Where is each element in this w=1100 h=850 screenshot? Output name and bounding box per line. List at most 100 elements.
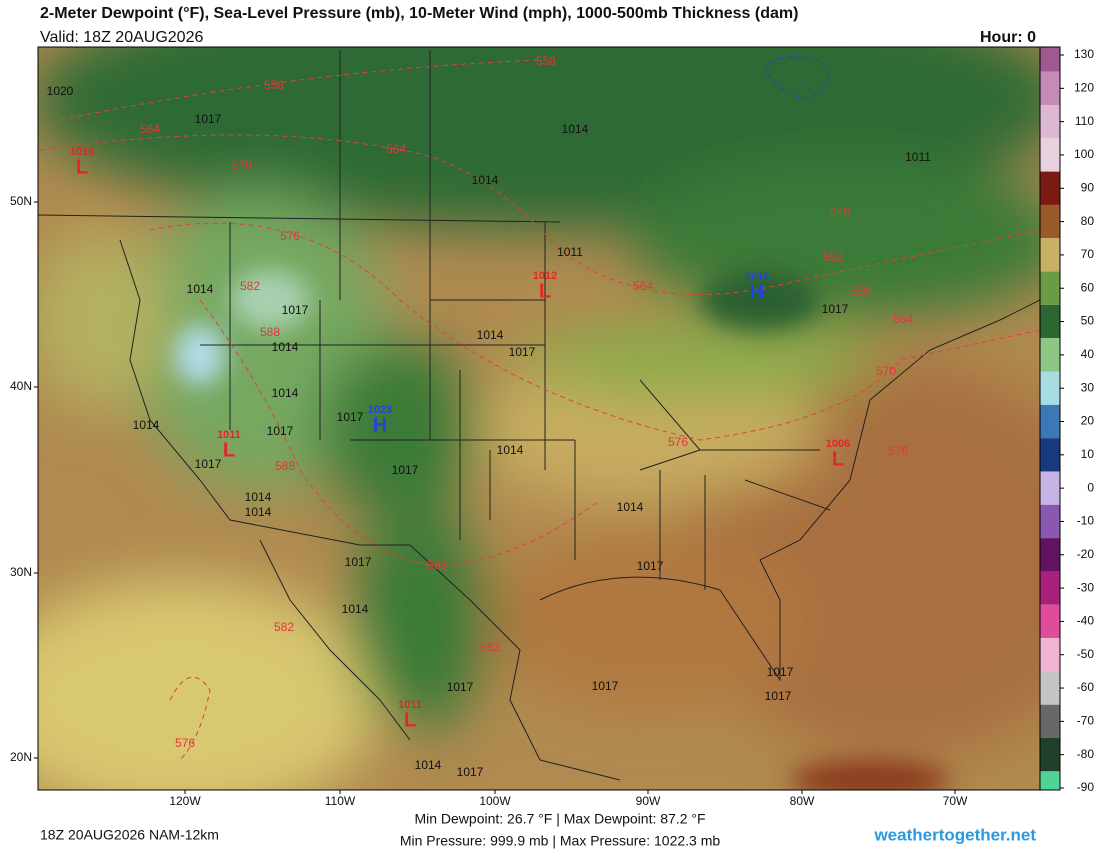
- thickness-label: 564: [140, 122, 160, 136]
- colorbar-segment: [1040, 638, 1060, 672]
- isobar-label: 1014: [272, 340, 299, 354]
- thickness-label: 582: [480, 640, 500, 654]
- isobar-label: 1011: [905, 150, 931, 164]
- colorbar-label: 50: [1081, 314, 1095, 328]
- colorbar-segment: [1040, 504, 1060, 539]
- pressure-center-value: 1011: [217, 429, 241, 441]
- colorbar-segment: [1040, 47, 1060, 72]
- colorbar-segment: [1040, 371, 1060, 405]
- pressure-center-symbol: L: [832, 448, 844, 470]
- isobar-label: 1017: [509, 345, 536, 359]
- isobar-label: 1014: [617, 500, 644, 514]
- lon-label: 80W: [790, 794, 815, 808]
- brand[interactable]: weathertogether.net: [873, 825, 1036, 844]
- thickness-label: 564: [633, 279, 653, 293]
- colorbar-segment: [1040, 438, 1060, 472]
- colorbar-segment: [1040, 104, 1060, 139]
- pressure-center-value: 1023: [368, 404, 392, 416]
- isobar-label: 1017: [267, 424, 294, 438]
- thickness-label: 570: [232, 158, 252, 172]
- isobar-label: 1017: [282, 303, 309, 317]
- colorbar-label: 100: [1074, 147, 1094, 161]
- colorbar-segment: [1040, 71, 1060, 105]
- colorbar-segment: [1040, 404, 1060, 439]
- isobar-label: 1017: [447, 680, 474, 694]
- valid-time: Valid: 18Z 20AUG2026: [40, 29, 203, 46]
- pressure-stats: Min Pressure: 999.9 mb | Max Pressure: 1…: [400, 833, 721, 849]
- map-axes: 50N 40N 30N 20N 120W 110W 100W 90W 80W 70W: [10, 194, 968, 808]
- colorbar-segment: [1040, 671, 1060, 705]
- colorbar-label: 60: [1081, 280, 1095, 294]
- thickness-label: 576: [888, 444, 908, 458]
- thickness-contours: [39, 59, 1040, 761]
- map-field: 1020101710141011101410111014101710141014…: [38, 47, 1040, 790]
- lon-label: 110W: [325, 794, 356, 808]
- isobar-label: 1014: [472, 173, 499, 187]
- thickness-label: 588: [427, 558, 447, 572]
- colorbar-label: -30: [1077, 580, 1095, 594]
- thickness-label: 588: [275, 459, 295, 473]
- colorbar-label: -40: [1077, 614, 1095, 628]
- map-labels: 1020101710141011101410111014101710141014…: [47, 54, 932, 779]
- lat-label: 50N: [10, 194, 32, 208]
- lon-label: 90W: [636, 794, 661, 808]
- pressure-center-symbol: L: [223, 439, 235, 461]
- colorbar-label: 120: [1074, 80, 1094, 94]
- thickness-label: 576: [668, 435, 688, 449]
- pressure-center-symbol: H: [750, 281, 764, 303]
- lon-label: 70W: [943, 794, 968, 808]
- pressure-center-value: 1012: [533, 270, 557, 282]
- pressure-center-value: 1016: [745, 271, 769, 283]
- thickness-label: 558: [536, 54, 556, 68]
- isobar-label: 1017: [822, 302, 849, 316]
- lat-label: 30N: [10, 565, 32, 579]
- isobar-label: 1017: [337, 410, 364, 424]
- lon-label: 120W: [169, 794, 201, 808]
- colorbar-label: -90: [1077, 780, 1095, 794]
- colorbar-segment: [1040, 271, 1060, 305]
- title: 2-Meter Dewpoint (°F), Sea-Level Pressur…: [40, 5, 798, 22]
- thickness-label: 546: [830, 205, 850, 219]
- thickness-label: 576: [280, 229, 300, 243]
- colorbar-segment: [1040, 571, 1060, 605]
- colorbar-segment: [1040, 704, 1060, 739]
- isobar-label: 1011: [557, 245, 583, 259]
- colorbar-label: -70: [1077, 714, 1095, 728]
- thickness-label: 558: [850, 284, 870, 298]
- isobar-label: 1014: [415, 758, 442, 772]
- model-run: 18Z 20AUG2026 NAM-12km: [40, 827, 219, 843]
- colorbar-label: 90: [1081, 180, 1095, 194]
- colorbar-segment: [1040, 738, 1060, 772]
- colorbar-segment: [1040, 538, 1060, 572]
- thickness-label: 582: [274, 620, 294, 634]
- isobar-label: 1014: [245, 490, 272, 504]
- isobar-label: 1014: [272, 386, 299, 400]
- thickness-label: 570: [876, 364, 896, 378]
- pressure-center-value: 1006: [826, 438, 850, 450]
- pressure-center-symbol: L: [539, 280, 551, 302]
- thickness-label: 558: [264, 78, 284, 92]
- colorbar-segment: [1040, 471, 1060, 505]
- isobar-label: 1014: [562, 122, 589, 136]
- isobar-label: 1017: [392, 463, 419, 477]
- dewpoint-detail: [175, 270, 950, 790]
- thickness-label: 564: [386, 142, 406, 156]
- colorbar-label: 40: [1081, 347, 1095, 361]
- thickness-label: 588: [260, 325, 280, 339]
- colorbar-label: 110: [1075, 114, 1094, 128]
- isobar-label: 1014: [342, 602, 369, 616]
- thickness-label: 564: [893, 312, 913, 326]
- blue-contour: [764, 56, 829, 99]
- boundaries: [38, 50, 1040, 781]
- colorbar-label: 10: [1081, 447, 1095, 461]
- thickness-label: 552: [823, 250, 843, 264]
- colorbar-segment: [1040, 304, 1060, 339]
- pressure-center-symbol: L: [404, 709, 416, 731]
- colorbar-label: -50: [1077, 647, 1095, 661]
- colorbar-segment: [1040, 604, 1060, 639]
- isobar-label: 1014: [133, 418, 160, 432]
- isobar-label: 1014: [497, 443, 524, 457]
- dewpoint-shading: [38, 47, 1040, 790]
